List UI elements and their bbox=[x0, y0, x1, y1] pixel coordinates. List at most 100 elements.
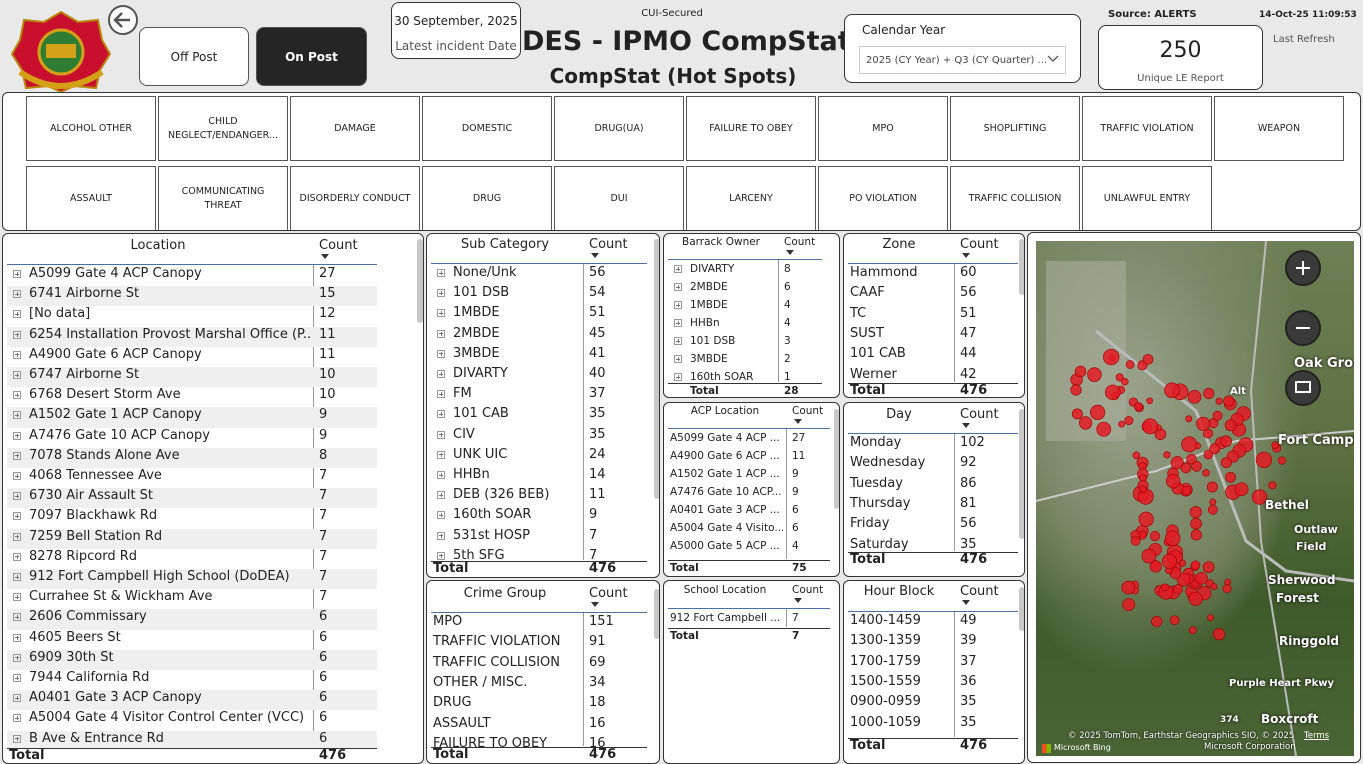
incident-type-button[interactable]: ASSAULT bbox=[26, 166, 156, 230]
row-label: 1MBDE bbox=[453, 305, 500, 321]
on-post-button[interactable]: On Post bbox=[256, 27, 367, 86]
scrollbar bbox=[417, 239, 423, 323]
incident-type-button[interactable]: ALCOHOL OTHER bbox=[26, 96, 156, 161]
expand-icon bbox=[13, 653, 21, 662]
incident-dot bbox=[1164, 530, 1181, 547]
row-label: None/Unk bbox=[453, 265, 517, 280]
map-plus-button[interactable] bbox=[1285, 250, 1321, 286]
row-label: 7078 Stands Alone Ave bbox=[29, 447, 180, 463]
expand-icon bbox=[437, 511, 445, 520]
sort-arrow bbox=[591, 253, 599, 258]
row-label: HHBn bbox=[453, 467, 490, 482]
row-label: 4605 Beers St bbox=[29, 629, 121, 645]
satellite-map[interactable]: Oak Grov Alt Fort Campbell N Bethel Outlaw Fi… bbox=[1036, 241, 1354, 756]
incident-dot bbox=[1118, 420, 1126, 428]
column-divider bbox=[786, 429, 787, 559]
incident-type-button[interactable]: UNLAWFUL ENTRY bbox=[1082, 166, 1212, 230]
expand-icon bbox=[674, 373, 682, 381]
incident-dot bbox=[1188, 591, 1203, 606]
header-underline bbox=[848, 611, 1018, 612]
incident-type-button[interactable]: MPO bbox=[818, 96, 948, 161]
incident-type-button[interactable]: WEAPON bbox=[1214, 96, 1344, 161]
back-button[interactable] bbox=[107, 4, 141, 38]
incident-type-button[interactable]: PO VIOLATION bbox=[818, 166, 948, 230]
expand-icon bbox=[674, 319, 682, 327]
header-underline bbox=[848, 263, 1018, 264]
expand-icon bbox=[13, 472, 21, 480]
row-label: 1300-1359 bbox=[850, 633, 921, 649]
row-label: 5th SFG bbox=[453, 547, 505, 562]
row-count: 11 bbox=[792, 449, 806, 462]
row-count: 44 bbox=[960, 346, 977, 362]
incident-type-button[interactable]: TRAFFIC COLLISION bbox=[950, 166, 1080, 230]
incident-dot bbox=[1170, 456, 1184, 470]
incident-type-button[interactable]: DAMAGE bbox=[290, 96, 420, 161]
expand-icon bbox=[437, 349, 445, 358]
incident-type-button[interactable]: SHOPLIFTING bbox=[950, 96, 1080, 161]
scrollbar bbox=[654, 589, 659, 639]
row-count: 45 bbox=[589, 325, 606, 341]
road bbox=[1095, 329, 1354, 583]
incident-type-button[interactable]: COMMUNICATING THREAT bbox=[158, 166, 288, 230]
row-label: Currahee St & Wickham Ave bbox=[29, 589, 213, 605]
map-label: Forest bbox=[1276, 591, 1319, 605]
map-minus-button[interactable] bbox=[1285, 310, 1321, 346]
column-header: Count bbox=[960, 407, 999, 422]
row-count: 7 bbox=[319, 528, 328, 544]
expand-icon bbox=[13, 330, 21, 339]
expand-icon bbox=[437, 309, 445, 318]
latest-date: 30 September, 2025 bbox=[394, 14, 518, 28]
column-header: Count bbox=[589, 237, 628, 252]
incident-type-button[interactable]: LARCENY bbox=[686, 166, 816, 230]
map-panel: Oak Grov Alt Fort Campbell N Bethel Outlaw Fi… bbox=[1027, 232, 1361, 763]
row-label: Saturday bbox=[850, 536, 909, 552]
map-overlay bbox=[1036, 241, 1354, 756]
row-label: TRAFFIC COLLISION bbox=[433, 654, 561, 670]
map-label: Fort Campbell N bbox=[1278, 433, 1354, 448]
off-post-button[interactable]: Off Post bbox=[139, 27, 249, 86]
filter-dropdown[interactable]: 2025 (CY Year) + Q3 (CY Quarter) ... bbox=[859, 46, 1066, 74]
row-count: 49 bbox=[960, 613, 977, 628]
map-label: Outlaw bbox=[1294, 523, 1338, 536]
incident-type-button[interactable]: DOMESTIC bbox=[422, 96, 552, 161]
table-visual: Crime Group Count MPO 151 TRAFFIC VIOLATION 9… bbox=[426, 580, 660, 764]
row-count: 3 bbox=[784, 334, 791, 347]
incident-type-button[interactable]: FAILURE TO OBEY bbox=[686, 96, 816, 161]
incident-type-button[interactable]: DRUG bbox=[422, 166, 552, 230]
incident-type-button[interactable]: CHILD NEGLECT/ENDANGER... bbox=[158, 96, 288, 161]
row-count: 35 bbox=[589, 426, 606, 442]
expand-icon bbox=[674, 355, 682, 363]
map-select-button[interactable] bbox=[1285, 370, 1321, 406]
row-label: TRAFFIC VIOLATION bbox=[433, 634, 561, 650]
incident-dot bbox=[1122, 598, 1136, 612]
expand-icon bbox=[13, 391, 21, 400]
row-label: 912 Fort Campbell High School (DoDEA) bbox=[29, 569, 290, 584]
row-label: FAILURE TO OBEY bbox=[433, 735, 548, 748]
sort-arrow bbox=[786, 250, 794, 255]
incident-type-button[interactable]: DISORDERLY CONDUCT bbox=[290, 166, 420, 230]
incident-type-button[interactable]: TRAFFIC VIOLATION bbox=[1082, 96, 1212, 161]
row-count: 6 bbox=[319, 649, 328, 665]
total-count: 476 bbox=[589, 561, 617, 576]
expand-icon bbox=[13, 532, 21, 541]
row-count: 40 bbox=[589, 366, 606, 381]
map-terms[interactable]: Terms bbox=[1304, 731, 1330, 741]
expand-icon bbox=[13, 714, 21, 723]
filter-value: 2025 (CY Year) + Q3 (CY Quarter) ... bbox=[866, 55, 1048, 66]
scrollbar bbox=[834, 409, 839, 509]
row-count: 92 bbox=[960, 455, 977, 471]
row-count: 69 bbox=[589, 654, 606, 670]
incident-type-button[interactable]: DRUG(UA) bbox=[554, 96, 684, 161]
expand-icon bbox=[674, 337, 682, 345]
incident-dot bbox=[1225, 471, 1236, 483]
incident-dot bbox=[1134, 402, 1143, 411]
row-label: 4068 Tennessee Ave bbox=[29, 468, 162, 483]
total-count: 28 bbox=[784, 384, 799, 397]
incident-dot bbox=[1173, 584, 1183, 595]
row-label: 1000-1059 bbox=[850, 714, 921, 730]
incident-dot bbox=[1203, 449, 1214, 460]
row-count: 9 bbox=[319, 407, 328, 423]
column-divider bbox=[954, 434, 955, 551]
row-count: 6 bbox=[319, 690, 328, 706]
incident-type-button[interactable]: DUI bbox=[554, 166, 684, 230]
